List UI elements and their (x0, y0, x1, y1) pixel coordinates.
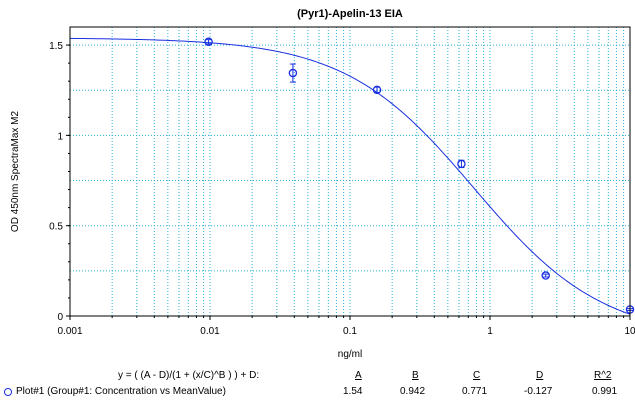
circle-marker-icon (4, 388, 12, 396)
data-point (541, 271, 550, 280)
x-tick-label: 10 (624, 326, 635, 337)
fit-curve (69, 37, 631, 315)
legend-panel: y = ( (A - D)/(1 + (x/C)^B ) ) + D: A B … (0, 364, 635, 414)
param-header-c: C (473, 370, 481, 381)
x-tick-label: 0.001 (57, 326, 82, 337)
x-tick-label: 1 (487, 326, 493, 337)
param-header-d: D (536, 370, 544, 381)
data-point (288, 68, 298, 78)
legend-header-row: y = ( (A - D)/(1 + (x/C)^B ) ) + D: A B … (0, 370, 635, 386)
y-axis-ticks: 0 0.5 1 1.5 (49, 41, 70, 323)
grid-lines (70, 27, 630, 316)
x-tick-label: 0.01 (200, 326, 220, 337)
y-tick-label: 1.5 (49, 41, 63, 52)
y-tick-label: 0.5 (49, 222, 63, 233)
param-value-d: -0.127 (524, 386, 553, 397)
param-value-c: 0.771 (462, 386, 488, 397)
data-point (372, 85, 382, 95)
y-tick-label: 0 (57, 312, 63, 323)
x-axis-label: ng/ml (338, 349, 362, 360)
param-value-a: 1.54 (343, 386, 363, 397)
data-point (204, 37, 213, 47)
param-header-r2: R^2 (594, 370, 612, 381)
x-axis-ticks: 0.001 0.01 0.1 1 10 (57, 316, 635, 337)
fit-equation: y = ( (A - D)/(1 + (x/C)^B ) ) + D: (118, 370, 260, 381)
legend-plot-row: Plot#1 (Group#1: Concentration vs MeanVa… (0, 386, 635, 402)
chart: (Pyr1)-Apelin-13 EIA 0.001 0.01 0.1 1 10 00.… (10, 8, 635, 360)
param-value-r2: 0.991 (592, 386, 618, 397)
y-axis-label: OD 450nm SpectraMax M2 (10, 110, 21, 232)
data-points (204, 37, 635, 314)
param-header-a: A (355, 370, 362, 381)
param-value-b: 0.942 (400, 386, 426, 397)
param-header-b: B (412, 370, 419, 381)
chart-title: (Pyr1)-Apelin-13 EIA (297, 8, 403, 20)
x-tick-label: 0.1 (343, 326, 357, 337)
plot-label: Plot#1 (Group#1: Concentration vs MeanVa… (16, 386, 226, 397)
y-tick-label: 1 (57, 131, 63, 142)
data-point (457, 159, 466, 169)
